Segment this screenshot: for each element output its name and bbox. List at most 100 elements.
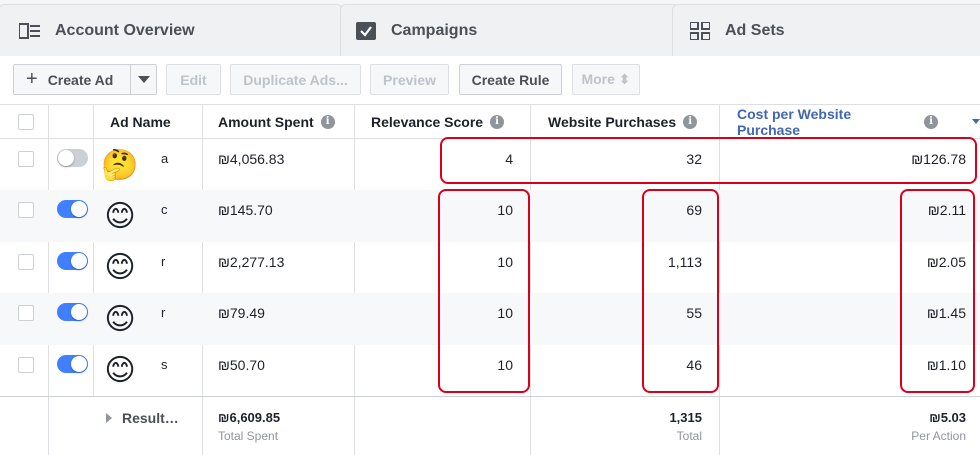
account-overview-icon <box>19 22 41 40</box>
summary-cost-label: Per Action <box>911 429 966 443</box>
ad-status-toggle[interactable] <box>57 303 88 322</box>
website-purchases-value: 69 <box>686 202 702 219</box>
header-label: Relevance Score <box>371 113 484 130</box>
cost-per-purchase-value: ₪126.78 <box>911 151 966 167</box>
tab-label: Account Overview <box>55 21 195 39</box>
column-divider <box>719 105 720 455</box>
summary-website-purchases: 1,315 Total <box>531 397 702 455</box>
duplicate-ads-button[interactable]: Duplicate Ads... <box>230 64 361 95</box>
column-header-website-purchases[interactable]: Website Purchases i <box>548 105 698 138</box>
ad-status-toggle[interactable] <box>57 354 88 373</box>
header-label: Website Purchases <box>548 113 677 130</box>
row-checkbox[interactable] <box>18 253 34 270</box>
create-rule-button[interactable]: Create Rule <box>459 64 562 95</box>
tab-account-overview[interactable]: Account Overview <box>0 4 343 56</box>
summary-amount-spent: ₪6,609.85 Total Spent <box>218 397 280 455</box>
amount-spent-value: ₪79.49 <box>218 305 265 322</box>
more-button[interactable]: More ⬍ <box>572 64 640 95</box>
amount-spent-value: ₪4,056.83 <box>218 151 285 167</box>
info-icon[interactable]: i <box>320 114 335 129</box>
column-header-relevance-score[interactable]: Relevance Score i <box>371 105 505 138</box>
tab-campaigns[interactable]: Campaigns <box>340 4 680 56</box>
emoji-face-icon: 😊 <box>104 199 136 233</box>
ad-thumbnail[interactable]: 😊 <box>94 242 146 294</box>
column-divider <box>202 105 203 455</box>
results-expander[interactable]: Result… <box>106 397 179 455</box>
ad-thumbnail[interactable]: 😊 <box>94 293 146 345</box>
summary-purchases-label: Total <box>676 429 702 443</box>
table-row[interactable]: 😊 r ₪79.49 10 55 ₪1.45 <box>0 293 980 346</box>
results-summary-row: Result… ₪6,609.85 Total Spent 1,315 Tota… <box>0 396 980 455</box>
create-ad-label: Create Ad <box>47 71 114 88</box>
row-checkbox[interactable] <box>18 151 34 167</box>
select-all-checkbox[interactable] <box>18 114 34 130</box>
chevron-down-icon <box>137 76 150 83</box>
cost-per-purchase-value: ₪1.45 <box>926 305 966 322</box>
ad-name-link[interactable]: a <box>161 151 169 166</box>
row-checkbox[interactable] <box>18 305 34 322</box>
results-label: Result… <box>122 410 179 426</box>
tab-ad-sets[interactable]: Ad Sets <box>672 4 980 56</box>
info-icon[interactable]: i <box>924 114 938 129</box>
relevance-score-value: 10 <box>497 202 513 219</box>
ad-status-toggle[interactable] <box>57 149 88 167</box>
table-row[interactable]: 😊 r ₪2,277.13 10 1,113 ₪2.05 <box>0 242 980 294</box>
emoji-face-icon: 😊 <box>104 354 136 388</box>
toggle-knob <box>58 150 74 166</box>
ads-table: Ad Name Amount Spent i Relevance Score i… <box>0 104 980 455</box>
header-label: Cost per Website Purchase <box>737 105 852 138</box>
toolbar: + Create Ad Edit Duplicate Ads... Previe… <box>0 57 980 104</box>
table-header: Ad Name Amount Spent i Relevance Score i… <box>0 105 980 139</box>
row-checkbox[interactable] <box>18 356 34 373</box>
relevance-score-value: 10 <box>497 253 513 270</box>
column-divider <box>93 105 94 396</box>
ad-status-toggle[interactable] <box>57 200 88 219</box>
cost-per-purchase-value: ₪2.11 <box>927 202 966 219</box>
table-row[interactable]: 🤔 a ₪4,056.83 4 32 ₪126.78 <box>0 139 980 191</box>
row-checkbox[interactable] <box>18 202 34 219</box>
create-ad-button[interactable]: + Create Ad <box>13 64 131 95</box>
tab-bar: Account Overview Campaigns Ad Sets <box>0 0 980 56</box>
website-purchases-value: 55 <box>686 305 702 322</box>
amount-spent-value: ₪2,277.13 <box>218 253 285 270</box>
preview-button[interactable]: Preview <box>370 64 449 95</box>
website-purchases-value: 32 <box>686 151 702 167</box>
campaigns-checkbox-icon <box>355 21 377 40</box>
column-divider <box>354 105 355 455</box>
website-purchases-value: 1,113 <box>668 253 702 270</box>
edit-button[interactable]: Edit <box>166 64 221 95</box>
relevance-score-value: 10 <box>497 356 513 373</box>
ad-name-link[interactable]: c <box>161 202 168 218</box>
sort-descending-icon[interactable] <box>972 119 980 124</box>
ad-name-link[interactable]: r <box>161 253 166 269</box>
column-divider <box>48 105 49 455</box>
emoji-face-icon: 😊 <box>104 251 136 285</box>
create-ad-dropdown-button[interactable] <box>130 64 157 95</box>
header-label: Ad Name <box>110 113 171 130</box>
header-label: Amount Spent <box>218 113 314 130</box>
relevance-score-value: 10 <box>497 305 513 322</box>
ad-name-link[interactable]: r <box>161 305 166 321</box>
ad-name-link[interactable]: s <box>161 356 168 372</box>
ad-thumbnail[interactable]: 😊 <box>94 345 146 397</box>
emoji-face-icon: 🤔 <box>101 148 139 182</box>
ad-sets-grid-icon <box>689 21 711 40</box>
cost-per-purchase-value: ₪1.10 <box>926 356 966 373</box>
table-row[interactable]: 😊 c ₪145.70 10 69 ₪2.11 <box>0 190 980 243</box>
summary-cost-per-purchase: ₪5.03 Per Action <box>720 397 966 455</box>
tab-label: Ad Sets <box>725 21 785 39</box>
table-row[interactable]: 😊 s ₪50.70 10 46 ₪1.10 <box>0 345 980 397</box>
column-header-cost-per-purchase[interactable]: Cost per Website Purchase i <box>737 105 980 138</box>
column-header-ad-name[interactable]: Ad Name <box>110 105 171 138</box>
info-icon[interactable]: i <box>490 114 505 129</box>
toggle-knob <box>71 252 87 269</box>
ad-thumbnail[interactable]: 🤔 <box>94 139 146 191</box>
column-divider <box>530 105 531 455</box>
info-icon[interactable]: i <box>683 114 698 129</box>
ad-status-toggle[interactable] <box>57 251 88 270</box>
expand-triangle-icon <box>106 413 112 423</box>
tab-label: Campaigns <box>391 21 478 39</box>
amount-spent-value: ₪50.70 <box>218 356 265 373</box>
ad-thumbnail[interactable]: 😊 <box>94 190 146 242</box>
column-header-amount-spent[interactable]: Amount Spent i <box>218 105 335 138</box>
